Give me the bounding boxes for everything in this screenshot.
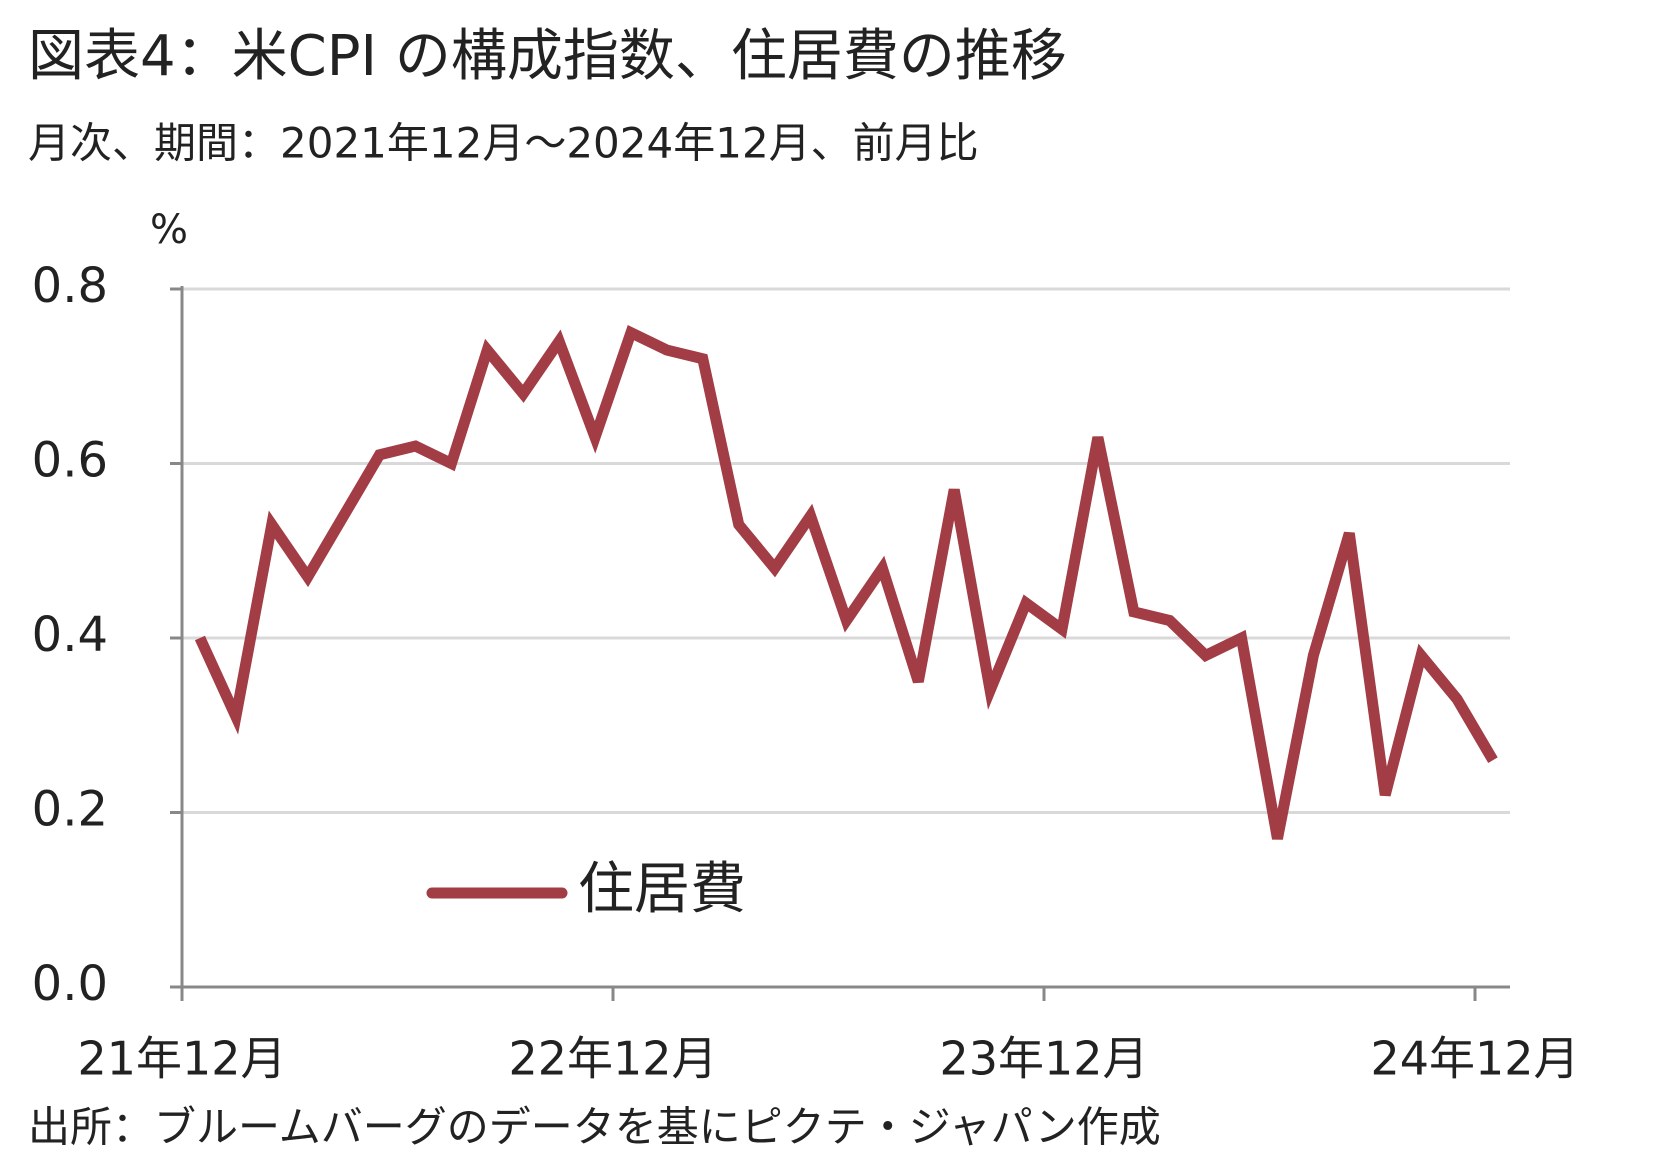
y-tick-label: 0.8 xyxy=(32,258,108,314)
data-line xyxy=(194,324,1498,840)
x-tick-label: 21年12月 xyxy=(77,1032,286,1086)
source-note: 出所：ブルームバーグのデータを基にピクテ・ジャパン作成 xyxy=(28,1103,1161,1152)
x-tick-label: 22年12月 xyxy=(508,1032,717,1086)
y-tick-label: 0.0 xyxy=(32,956,108,1012)
x-tick-label: 24年12月 xyxy=(1370,1032,1579,1086)
y-tick-label: 0.4 xyxy=(32,607,108,663)
chart-subtitle: 月次、期間：2021年12月～2024年12月、前月比 xyxy=(28,119,979,168)
y-tick-label: 0.2 xyxy=(32,782,108,838)
legend-label: 住居費 xyxy=(578,857,746,922)
y-unit: % xyxy=(150,207,188,253)
chart-title: 図表4：米CPI の構成指数、住居費の推移 xyxy=(28,24,1067,89)
x-tick-label: 23年12月 xyxy=(939,1032,1148,1086)
y-tick-label: 0.6 xyxy=(32,433,108,489)
